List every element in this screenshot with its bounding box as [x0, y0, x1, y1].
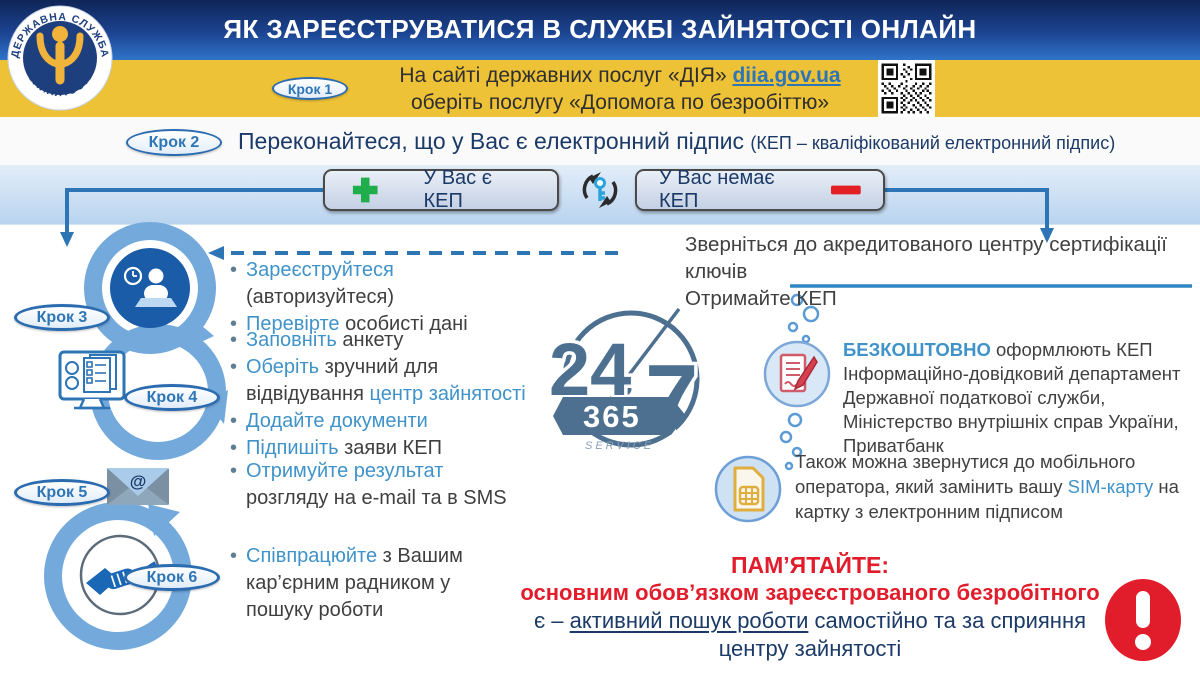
spiral-arrowheads [148, 316, 228, 536]
list-item: Підпишіть заяви КЕП [228, 435, 528, 462]
right-branch-heading: Зверніться до акредитованого центру серт… [685, 231, 1200, 312]
step3-badge: Крок 3 [14, 304, 110, 331]
heading-line2: Отримайте КЕП [685, 287, 837, 310]
free-body: Інформаційно-довідковий департамент Держ… [843, 363, 1181, 456]
free-lead: БЕЗКОШТОВНО [843, 339, 991, 360]
sim-text: Також можна звернутися до мобільного опе… [795, 451, 1179, 522]
right-branch-connector [885, 188, 1049, 228]
service-label: SERVICE [585, 440, 654, 452]
list-item: Додайте документи [228, 408, 528, 435]
step4-badge: Крок 4 [124, 384, 220, 411]
checklist-step6: Співпрацюйте з Вашим кар’єрним радником … [228, 543, 488, 624]
step5-badge: Крок 5 [14, 479, 110, 506]
plus-icon [352, 177, 378, 203]
active-job-search-underline: активний пошук роботи [569, 608, 809, 633]
step1-badge: Крок 1 [272, 77, 348, 100]
bubbles-decoration [779, 293, 820, 471]
checklist-step4: Заповніть анкету Оберіть зручний для від… [228, 327, 528, 462]
has-kep-button[interactable]: У Вас є КЕП [323, 167, 559, 212]
qr-code [878, 60, 935, 117]
logo-figure [36, 32, 84, 85]
diia-link[interactable]: diia.gov.ua [732, 64, 841, 87]
header-bar [0, 0, 1200, 60]
heading-line1: Зверніться до акредитованого центру серт… [685, 233, 1167, 283]
step1-text: На сайті державних послуг «ДІЯ» diia.gov… [340, 62, 900, 116]
no-kep-button[interactable]: У Вас немає КЕП [635, 167, 885, 212]
page-title: ЯК ЗАРЕЄСТРУВАТИСЯ В СЛУЖБІ ЗАЙНЯТОСТІ О… [223, 14, 977, 44]
person-laptop-clock-icon [110, 248, 190, 328]
list-item: Зареєструйтеся (авторизуйтеся) [228, 257, 538, 311]
document-pen-icon [763, 340, 831, 408]
connector-arrowheads [60, 228, 1054, 260]
list-item: Оберіть зручний для відвідування центр з… [228, 354, 528, 408]
step2-note: (КЕП – кваліфікований електронний підпис… [750, 133, 1116, 153]
reminder-red-line: основним обов’язком зареєстрованого безр… [520, 580, 1100, 605]
left-branch-connector [65, 188, 340, 232]
step2-badge: Крок 2 [126, 129, 222, 156]
step1-line2: оберіть послугу «Допомога по безробіттю» [410, 91, 830, 114]
monitor-checklist-icon [58, 350, 126, 410]
no-kep-label: У Вас немає КЕП [659, 167, 775, 212]
employment-service-logo: ДЕРЖАВНА СЛУЖБА ЗАЙНЯТОСТІ [7, 5, 113, 111]
year-label: 365 [583, 399, 641, 434]
minus-icon [831, 185, 861, 195]
free-kep-text: БЕЗКОШТОВНО оформлюють КЕП Інформаційно-… [843, 338, 1200, 458]
step1-line1: На сайті державних послуг «ДІЯ» diia.gov… [399, 64, 841, 87]
at-symbol: @ [130, 472, 147, 491]
reminder-navy-line: є – активний пошук роботи самостійно та … [533, 608, 1087, 633]
step6-badge: Крок 6 [124, 564, 220, 591]
reminder-title: ПАМ’ЯТАЙТЕ: [730, 552, 889, 578]
step1-yellow-band [0, 60, 1200, 117]
list-item: Співпрацюйте з Вашим кар’єрним радником … [228, 543, 488, 624]
exclamation-icon [1105, 579, 1181, 661]
badge-247-icon: 24 7 365 SERVICE [546, 307, 702, 456]
list-item: Заповніть анкету [228, 327, 528, 354]
reminder-block: ПАМ’ЯТАЙТЕ: основним обов’язком зареєстр… [500, 551, 1120, 663]
checklist-step3: Зареєструйтеся (авторизуйтеся) Перевірте… [228, 257, 538, 338]
step2-text: Переконайтеся, що у Вас є електронний пі… [238, 128, 1116, 154]
sim-lead: SIM-карту [1067, 476, 1154, 497]
sim-card-icon [714, 455, 782, 523]
has-kep-label: У Вас є КЕП [423, 167, 492, 212]
envelope-email-icon: @ [107, 468, 169, 505]
reminder-navy-end: центру зайнятості [718, 636, 902, 661]
key-refresh-icon [582, 172, 618, 208]
